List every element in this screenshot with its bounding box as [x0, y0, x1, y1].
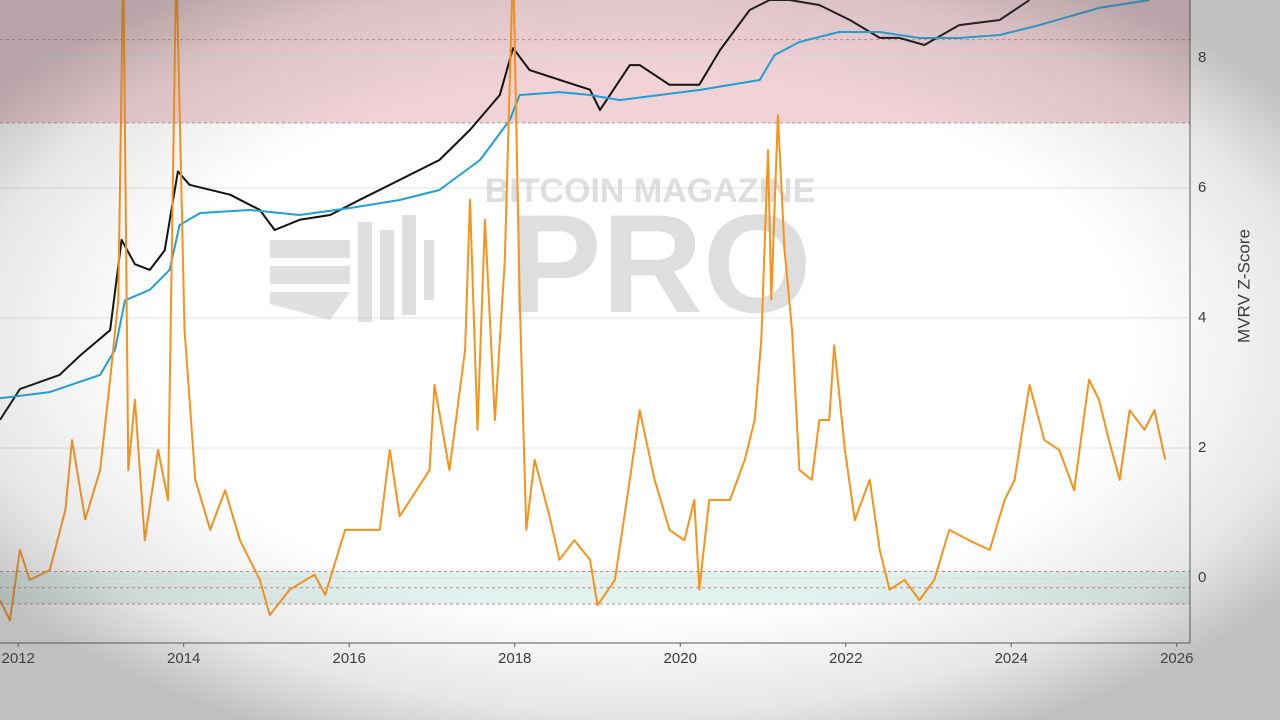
x-tick-label: 2026: [1160, 650, 1193, 667]
x-tick-label: 2014: [167, 650, 200, 667]
y-tick-label: 0: [1198, 569, 1206, 586]
series-line: [0, 0, 1150, 400]
x-tick-label: 2012: [2, 650, 35, 667]
series-line: [0, 0, 1031, 421]
y-tick-label: 8: [1198, 49, 1206, 66]
watermark-pro: PRO: [508, 185, 811, 342]
watermark-logo: [270, 215, 434, 322]
x-tick-label: 2018: [498, 650, 531, 667]
y-tick-label: 6: [1198, 179, 1206, 196]
x-tick-label: 2024: [995, 650, 1028, 667]
y-axis-title: MVRV Z-Score: [1234, 229, 1253, 343]
watermark-title: BITCOIN MAGAZINE: [485, 172, 816, 210]
series-line: [0, 0, 1167, 622]
y-tick-label: 2: [1198, 439, 1206, 456]
x-tick-label: 2022: [829, 650, 862, 667]
watermark: BITCOIN MAGAZINE PRO: [270, 172, 815, 342]
x-tick-label: 2020: [664, 650, 697, 667]
x-tick-label: 2016: [333, 650, 366, 667]
y-tick-label: 4: [1198, 309, 1206, 326]
